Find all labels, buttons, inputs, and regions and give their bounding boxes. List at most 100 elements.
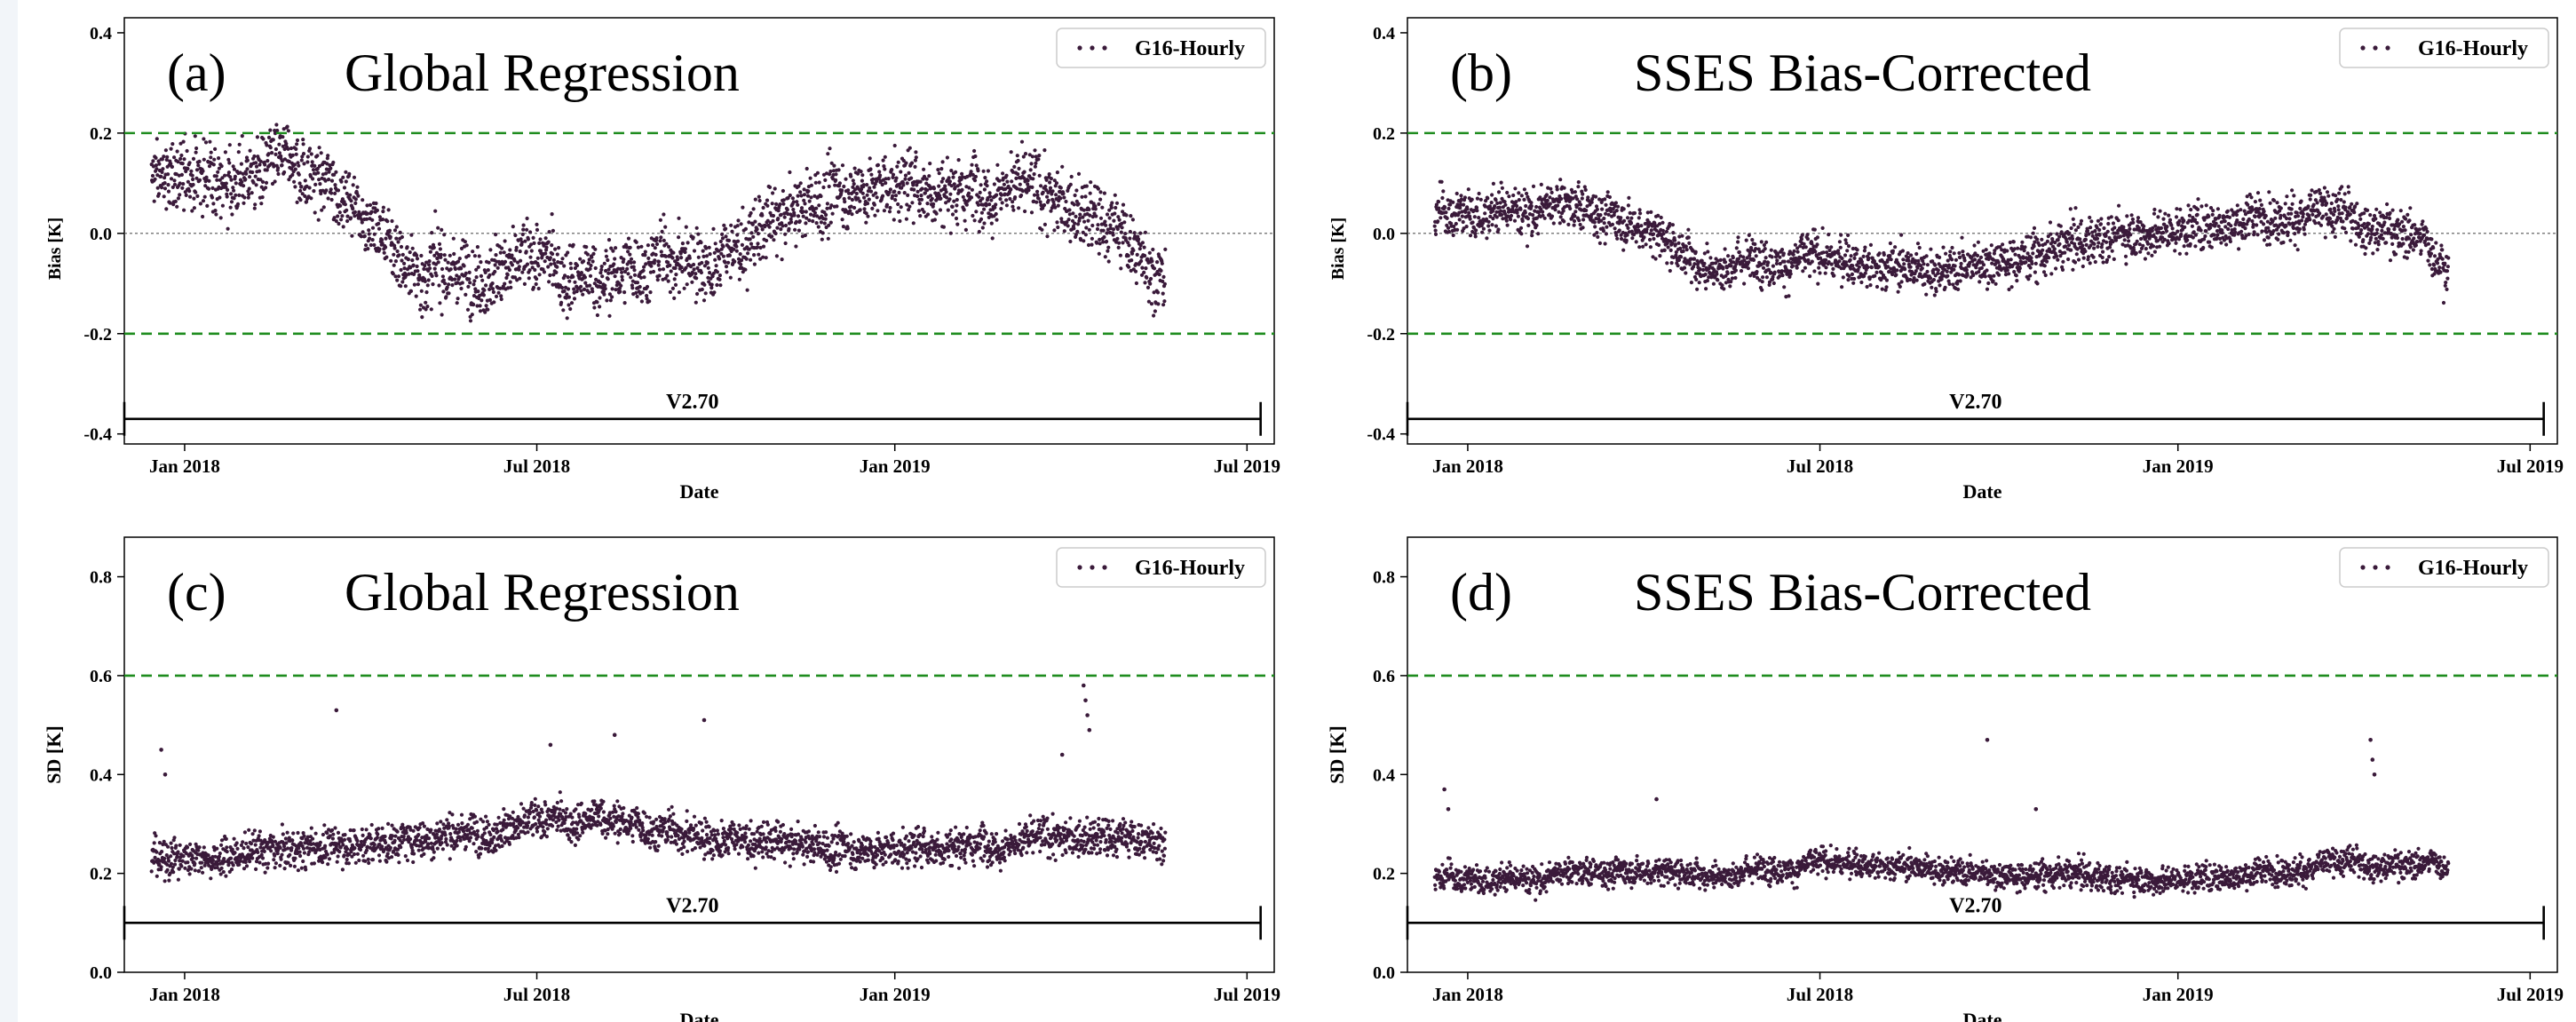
data-point: [987, 191, 992, 195]
data-point: [2005, 268, 2009, 273]
data-point: [472, 279, 477, 283]
data-point: [466, 253, 471, 258]
data-point: [190, 209, 194, 213]
data-point: [1088, 191, 1092, 195]
data-point: [250, 170, 255, 175]
data-point: [1665, 261, 1669, 265]
data-point: [1112, 218, 1116, 223]
data-point: [1151, 247, 1155, 252]
data-point: [924, 177, 929, 181]
data-point: [869, 172, 874, 177]
data-point: [770, 234, 774, 239]
data-point: [266, 152, 271, 156]
data-point: [804, 221, 808, 226]
data-point: [1854, 251, 1859, 256]
data-point: [1850, 272, 1854, 276]
data-point: [696, 232, 701, 236]
data-point: [842, 196, 846, 202]
data-point: [321, 205, 326, 210]
data-point: [1470, 220, 1475, 225]
data-point: [2123, 254, 2128, 258]
data-point: [956, 158, 961, 162]
data-point: [1733, 275, 1738, 281]
data-point: [2117, 203, 2121, 208]
data-point: [376, 226, 382, 231]
data-point: [1126, 253, 1130, 258]
data-point: [1972, 243, 1977, 248]
data-point: [686, 241, 690, 245]
data-point: [1991, 279, 1995, 283]
data-point: [718, 283, 723, 288]
data-point: [1639, 224, 1644, 228]
data-point: [859, 187, 864, 192]
data-point: [1032, 172, 1036, 177]
data-point: [1993, 281, 1998, 286]
data-point: [1076, 171, 1082, 176]
data-point: [966, 191, 971, 195]
data-point: [1517, 191, 1521, 195]
data-point: [972, 218, 977, 223]
data-point: [1760, 288, 1764, 292]
data-point: [271, 138, 275, 142]
data-point: [793, 227, 797, 232]
data-point: [990, 236, 995, 241]
data-point: [1062, 229, 1066, 234]
data-point: [1491, 217, 1495, 221]
data-point: [1043, 184, 1048, 189]
data-point: [329, 197, 334, 202]
scatter-series-g16-hourly: [1432, 178, 2451, 305]
data-point: [954, 216, 959, 221]
data-point: [430, 231, 434, 235]
data-point: [440, 274, 445, 279]
data-point: [440, 313, 444, 317]
data-point: [194, 146, 199, 151]
data-point: [806, 189, 811, 194]
data-point: [1989, 243, 1993, 248]
data-point: [351, 207, 355, 211]
data-point: [2273, 216, 2278, 220]
data-point: [2109, 215, 2113, 219]
data-point: [1718, 257, 1723, 262]
data-point: [1143, 253, 1147, 258]
data-point: [1602, 221, 1606, 226]
data-point: [982, 207, 987, 211]
data-point: [1494, 215, 1499, 219]
data-point: [997, 178, 1002, 183]
data-point: [1637, 216, 1641, 220]
data-point: [1494, 224, 1498, 228]
data-point: [952, 182, 956, 186]
data-point: [771, 191, 775, 195]
data-point: [661, 267, 666, 272]
data-point: [1764, 256, 1768, 260]
data-point: [876, 209, 880, 213]
data-point: [1948, 250, 1953, 254]
data-point: [928, 194, 933, 198]
data-point: [210, 186, 215, 190]
data-point: [947, 197, 952, 202]
data-point: [827, 184, 831, 189]
data-point: [2337, 191, 2342, 195]
data-point: [2152, 211, 2157, 216]
data-point: [1862, 249, 1867, 253]
data-point: [805, 216, 809, 220]
data-point: [1953, 264, 1957, 268]
data-point: [757, 194, 761, 199]
data-point: [694, 272, 698, 276]
data-point: [1868, 283, 1873, 288]
data-point: [313, 210, 317, 215]
data-point: [1451, 200, 1455, 204]
data-point: [1105, 212, 1110, 217]
data-point: [392, 252, 396, 257]
data-point: [2049, 232, 2053, 236]
data-point: [2209, 245, 2214, 250]
data-point: [1152, 266, 1157, 271]
data-point: [979, 217, 984, 221]
data-point: [208, 139, 212, 144]
data-point: [240, 179, 244, 185]
data-point: [535, 227, 540, 232]
data-point: [1840, 285, 1844, 289]
data-point: [1924, 254, 1929, 258]
data-point: [2268, 201, 2272, 205]
data-point: [1084, 184, 1089, 188]
data-point: [2096, 218, 2100, 223]
